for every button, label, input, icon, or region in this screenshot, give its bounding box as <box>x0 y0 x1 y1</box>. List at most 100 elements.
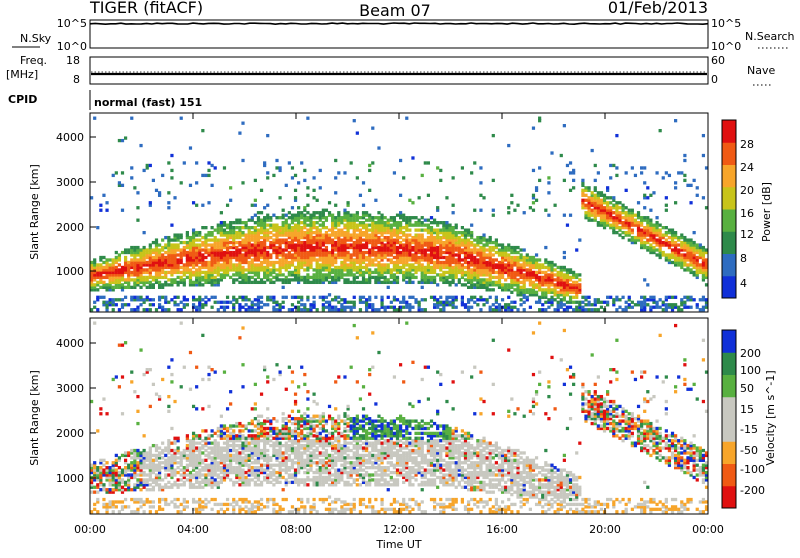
power-cell <box>362 296 365 299</box>
velocity-cell <box>102 468 105 471</box>
power-cell <box>594 298 597 301</box>
power-cell <box>177 276 180 279</box>
power-cell <box>399 266 402 269</box>
power-cell <box>229 276 232 279</box>
power-cell <box>306 216 309 219</box>
velocity-cell <box>146 478 149 481</box>
velocity-cell <box>93 321 96 324</box>
power-cell <box>387 263 390 266</box>
power-cell <box>646 283 649 286</box>
velocity-cell <box>170 483 173 486</box>
power-cell <box>312 196 315 199</box>
power-cell <box>278 303 281 306</box>
power-cell <box>390 258 393 261</box>
power-cell <box>177 303 180 306</box>
velocity-cell <box>198 446 201 449</box>
power-cell <box>192 201 195 204</box>
velocity-cell <box>201 429 204 432</box>
power-cell <box>266 171 269 174</box>
power-cell <box>288 241 291 244</box>
velocity-cell <box>170 449 173 452</box>
power-cell <box>516 251 519 254</box>
power-cell <box>319 211 322 214</box>
power-cell <box>390 216 393 219</box>
power-cell <box>96 296 99 299</box>
power-cell <box>538 276 541 279</box>
velocity-cell <box>211 368 214 371</box>
velocity-cell <box>167 405 170 408</box>
power-cell <box>167 161 170 164</box>
power-cell <box>408 238 411 241</box>
power-cell <box>652 306 655 309</box>
power-cell <box>631 228 634 231</box>
power-cell <box>569 296 572 299</box>
power-cell <box>112 308 115 311</box>
power-cell <box>130 271 133 274</box>
power-cell <box>516 204 519 207</box>
power-cell <box>201 298 204 301</box>
power-cell <box>575 281 578 284</box>
power-cell <box>634 214 637 217</box>
power-cell <box>356 211 359 214</box>
power-cell <box>384 236 387 239</box>
power-cell <box>118 263 121 266</box>
power-cell <box>677 248 680 251</box>
power-cell <box>563 251 566 254</box>
power-cell <box>105 283 108 286</box>
power-y-tick-3000: 3000 <box>56 176 84 189</box>
power-y-tick-1000: 1000 <box>56 265 84 278</box>
power-cell <box>248 261 251 264</box>
power-cell <box>665 204 668 207</box>
velocity-cell <box>155 510 158 513</box>
power-cell <box>204 174 207 177</box>
power-cell <box>241 226 244 229</box>
power-cell <box>275 224 278 227</box>
power-cell <box>418 281 421 284</box>
power-cell <box>278 226 281 229</box>
power-cell <box>217 238 220 241</box>
power-cell <box>424 298 427 301</box>
power-cell <box>306 308 309 311</box>
power-cell <box>436 166 439 169</box>
freq-panel <box>90 57 708 84</box>
power-cell <box>467 261 470 264</box>
power-cell <box>254 204 257 207</box>
power-cell <box>235 263 238 266</box>
power-cell <box>161 238 164 241</box>
power-cell <box>587 296 590 299</box>
power-cell <box>671 261 674 264</box>
power-cell <box>649 296 652 299</box>
power-cell <box>238 281 241 284</box>
velocity-cell <box>149 488 152 491</box>
power-cell <box>353 214 356 217</box>
power-cell <box>520 248 523 251</box>
power-colorbar-swatch <box>722 142 736 165</box>
velocity-cell <box>133 510 136 513</box>
power-cell <box>652 224 655 227</box>
power-cell <box>331 214 334 217</box>
velocity-cell <box>121 344 124 347</box>
velocity-cell <box>195 442 198 445</box>
power-cell <box>649 194 652 197</box>
power-cell <box>455 231 458 234</box>
power-cell <box>600 301 603 304</box>
power-cell <box>214 228 217 231</box>
power-cell <box>668 236 671 239</box>
power-cell <box>173 233 176 236</box>
power-cell <box>365 251 368 254</box>
power-cell <box>102 281 105 284</box>
power-cell <box>470 296 473 299</box>
power-cell <box>461 248 464 251</box>
power-cell <box>671 228 674 231</box>
power-cell <box>251 243 254 246</box>
power-cell <box>402 226 405 229</box>
power-cbar-tick: 20 <box>740 184 754 197</box>
power-cell <box>130 308 133 311</box>
power-cell <box>124 286 127 289</box>
power-cell <box>93 258 96 261</box>
power-cell <box>628 303 631 306</box>
power-cell <box>578 238 581 241</box>
power-cell <box>201 276 204 279</box>
velocity-cell <box>149 505 152 508</box>
power-cell <box>399 241 402 244</box>
